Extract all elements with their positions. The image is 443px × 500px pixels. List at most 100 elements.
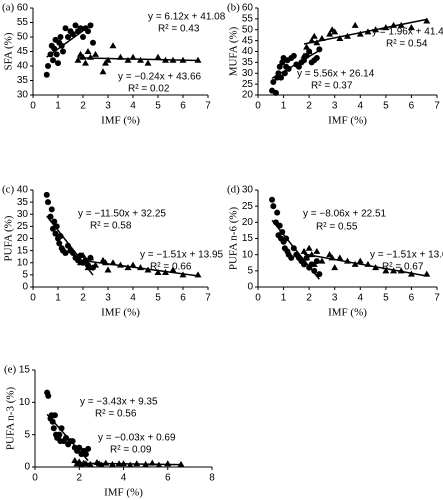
point [57,34,64,40]
point [279,229,286,236]
point [274,209,281,216]
point [303,43,311,50]
x-tick-label: 0 [32,473,38,484]
point [47,213,54,220]
point [318,34,326,41]
x-tick-label: 4 [121,473,127,484]
point [85,28,91,35]
y-axis-label: MUFA (%) [228,26,240,76]
point [137,56,144,63]
point [313,55,320,62]
point [308,251,316,258]
y-tick-label: 5 [24,429,30,440]
y-tick-label: 35 [17,197,29,208]
point [82,59,89,66]
point [70,250,76,257]
point [269,196,276,203]
x-tick-label: 6 [409,293,415,304]
y-tick-label: 10 [19,397,31,408]
point [76,444,83,451]
point [62,250,69,257]
y-tick-label: 0 [247,282,253,293]
point [331,264,339,271]
x-axis-label: IMF (%) [328,115,367,127]
x-tick-label: 6 [180,101,186,112]
x-tick-label: 1 [281,293,287,304]
x-tick-label: 3 [105,293,111,304]
point [310,32,318,39]
annotation: y = −11.50x + 32.25 [78,209,166,220]
annotation: y = 6.12x + 41.08 [148,12,226,23]
point [60,48,66,55]
point [344,257,351,264]
point [124,56,132,63]
point [382,267,390,274]
point [108,460,116,467]
point [79,53,87,60]
x-tick-label: 0 [30,293,36,304]
y-tick-label: 40 [17,61,29,72]
y-tick-label: 30 [17,209,29,220]
point [129,261,137,268]
x-tick-label: 3 [332,293,338,304]
point [58,425,65,432]
point [169,266,177,273]
point [74,56,82,63]
point [102,459,110,466]
point [47,51,54,58]
y-tick-label: 20 [17,233,29,244]
y-tick-label: 50 [242,24,254,35]
point [50,57,56,64]
point [270,203,277,210]
x-tick-label: 2 [80,293,86,304]
point [310,260,318,267]
panel-label: (c) [2,184,15,196]
y-axis-label: PUFA (%) [3,215,15,261]
x-tick-label: 4 [358,101,364,112]
point [290,52,297,59]
point [290,245,297,252]
point [285,65,292,72]
point [99,68,107,75]
point [80,34,86,40]
point [390,267,398,274]
y-tick-label: 30 [17,90,29,101]
x-axis-label: IMF (%) [104,487,143,499]
x-tick-label: 7 [434,101,440,112]
trendline [74,462,182,466]
point [77,259,84,266]
point [295,63,302,70]
point [316,46,323,53]
point [109,259,117,266]
point [326,30,334,37]
point [84,264,92,271]
y-tick-label: 20 [242,90,254,101]
point [169,56,177,63]
point [104,56,112,63]
point [301,57,308,64]
point [87,22,94,29]
point [56,431,63,438]
point [48,206,55,213]
point [90,39,96,46]
point [177,460,185,467]
point [164,460,172,467]
point [97,461,105,468]
annotation: R² = 0.56 [95,409,137,420]
point [45,199,51,206]
y-tick-label: 10 [17,257,29,268]
point [301,261,308,268]
trendline [77,259,199,277]
point [194,56,202,63]
x-tick-label: 1 [55,101,61,112]
point [87,53,94,60]
point [87,254,94,261]
y-tick-label: 45 [17,46,29,57]
point [397,21,405,28]
point [162,268,169,275]
point [129,53,137,60]
point [313,258,320,265]
x-tick-label: 2 [80,101,86,112]
x-axis-label: IMF (%) [328,307,367,319]
